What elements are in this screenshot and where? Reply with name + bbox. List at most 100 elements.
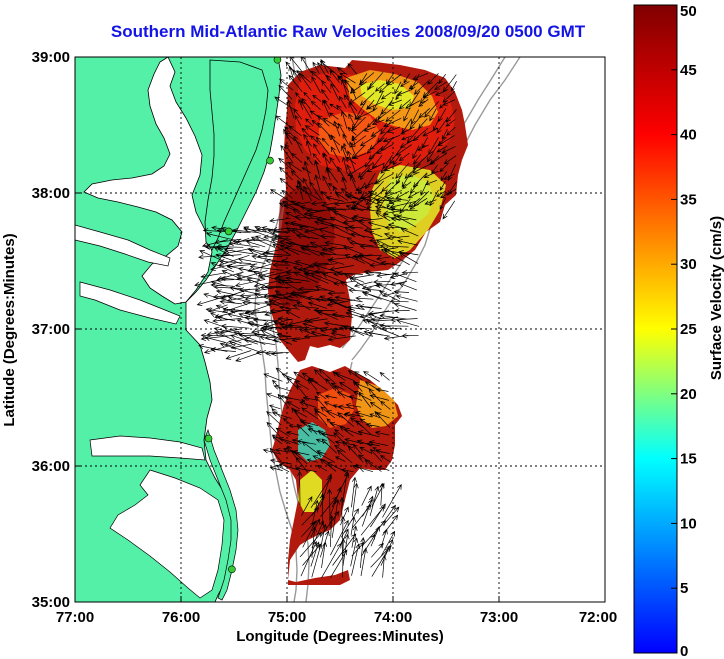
current-vector xyxy=(342,133,349,145)
current-vector xyxy=(288,125,302,137)
current-vector xyxy=(383,250,410,266)
current-vector xyxy=(228,340,259,352)
current-vector xyxy=(365,190,383,205)
radar-station xyxy=(266,156,274,165)
current-vector xyxy=(369,394,389,401)
current-vector xyxy=(259,335,282,343)
current-vector xyxy=(373,173,394,185)
current-vector xyxy=(392,214,417,228)
current-vector xyxy=(281,373,300,382)
current-vector xyxy=(317,122,330,136)
current-vector xyxy=(382,134,401,143)
current-vector xyxy=(225,350,252,360)
current-vector xyxy=(381,554,387,578)
current-vector xyxy=(303,160,311,182)
current-vector xyxy=(219,328,243,335)
current-vector xyxy=(316,136,330,155)
current-vector xyxy=(331,312,354,318)
current-vector xyxy=(401,135,413,141)
current-vector xyxy=(438,108,447,122)
current-vector xyxy=(380,528,388,548)
current-vector xyxy=(228,241,260,248)
current-vector xyxy=(290,200,309,211)
colorbar-tick-label: 0 xyxy=(680,643,688,659)
current-vector xyxy=(383,162,402,171)
current-vector xyxy=(351,504,372,529)
current-vector xyxy=(278,157,296,172)
current-vector xyxy=(270,189,293,203)
current-vector xyxy=(199,250,228,264)
current-vector xyxy=(346,309,374,320)
current-vector xyxy=(376,283,392,292)
current-vector xyxy=(330,146,341,163)
current-vector xyxy=(381,530,395,556)
current-vector xyxy=(445,119,456,127)
current-vector xyxy=(215,244,244,250)
current-vector xyxy=(319,295,348,309)
current-vector xyxy=(417,144,429,151)
current-vector xyxy=(351,135,356,147)
current-vector xyxy=(351,482,359,517)
current-vector xyxy=(301,127,311,138)
current-vector xyxy=(284,132,303,146)
current-vector xyxy=(405,100,421,109)
current-vector xyxy=(330,519,349,556)
current-vector xyxy=(303,91,311,101)
current-vector xyxy=(245,310,276,316)
current-vector xyxy=(299,532,322,558)
current-vector xyxy=(303,334,328,340)
current-vector xyxy=(334,295,363,303)
current-vector xyxy=(223,247,258,255)
current-vector xyxy=(342,533,350,566)
current-vector xyxy=(439,163,449,173)
current-vector xyxy=(210,347,236,353)
current-vector xyxy=(420,180,429,196)
radar-stations xyxy=(204,57,282,574)
current-vector xyxy=(293,371,309,382)
current-vector xyxy=(253,332,276,338)
current-vector xyxy=(382,483,402,518)
current-vector xyxy=(393,289,410,295)
current-vector xyxy=(359,135,376,147)
colorbar-tick-label: 25 xyxy=(680,321,697,338)
current-vector xyxy=(267,228,290,234)
bay-tributary-1 xyxy=(75,224,171,267)
current-vector xyxy=(287,161,302,172)
current-vector xyxy=(319,458,337,472)
current-vector xyxy=(348,277,372,292)
delmarva-coast xyxy=(204,59,269,251)
current-vector xyxy=(333,271,355,277)
current-vector xyxy=(377,466,390,471)
current-vector xyxy=(410,73,420,91)
current-vector xyxy=(325,167,331,181)
y-tick-label: 36:00 xyxy=(32,458,70,475)
current-vector xyxy=(407,191,420,199)
current-vector xyxy=(431,164,438,174)
x-axis-label: Longitude (Degrees:Minutes) xyxy=(236,628,444,645)
current-vector xyxy=(379,313,408,320)
current-vector xyxy=(351,201,372,211)
current-vector xyxy=(318,368,336,384)
current-vector xyxy=(317,429,335,444)
current-vector xyxy=(424,101,440,118)
current-vector xyxy=(382,514,399,536)
current-vector xyxy=(369,262,392,268)
current-vector xyxy=(375,143,394,154)
current-vector xyxy=(370,128,384,137)
current-vector xyxy=(439,180,446,191)
current-vector xyxy=(291,407,301,420)
current-vector xyxy=(390,216,409,222)
current-vector xyxy=(330,83,339,100)
current-vector xyxy=(375,212,391,222)
current-vector xyxy=(320,431,335,437)
current-vector xyxy=(348,101,357,118)
current-vector xyxy=(389,298,409,304)
current-vector xyxy=(358,218,383,224)
current-vector xyxy=(361,291,391,302)
current-vector xyxy=(219,342,243,351)
current-vector xyxy=(367,81,374,91)
current-vector xyxy=(268,404,281,410)
current-vector xyxy=(277,316,293,322)
current-vector xyxy=(319,251,347,257)
current-vector xyxy=(243,226,276,240)
